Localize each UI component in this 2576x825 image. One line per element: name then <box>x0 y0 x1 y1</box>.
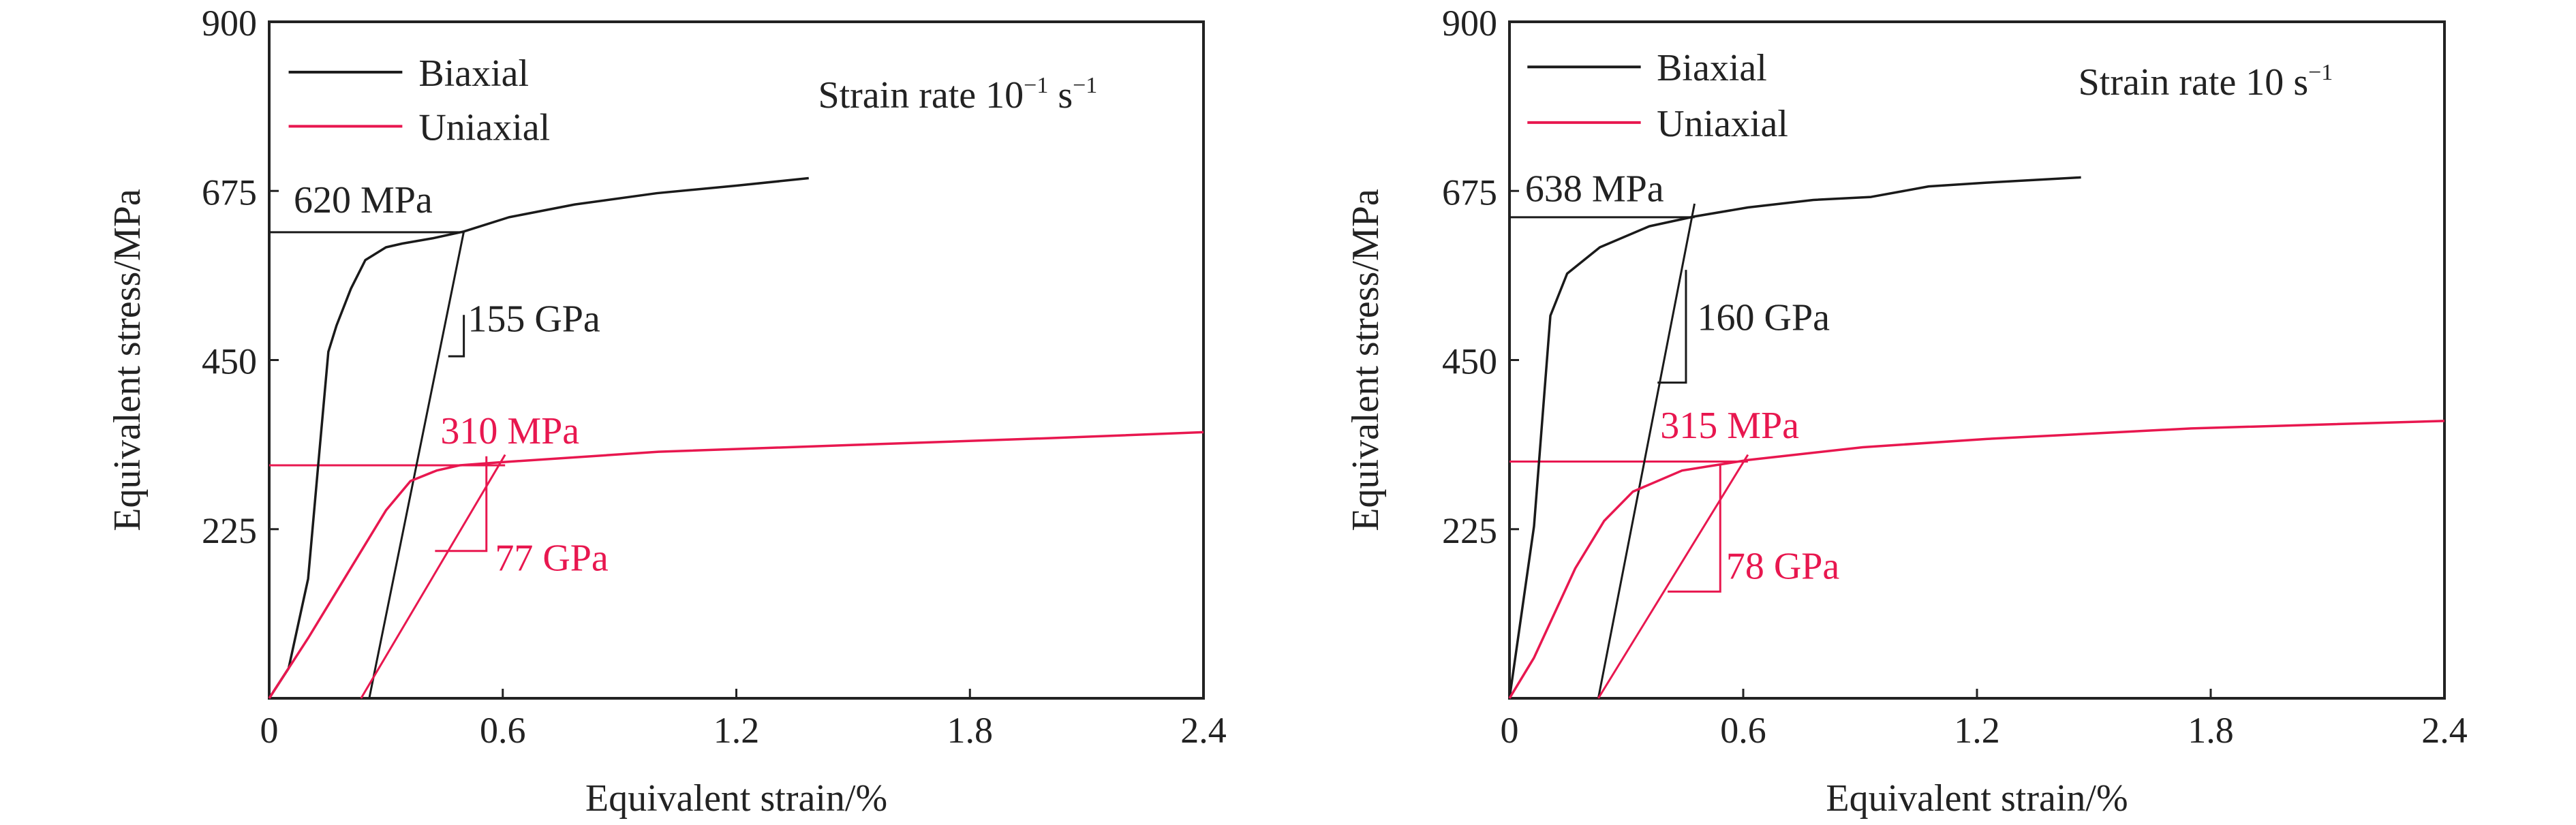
strain-rate-label: Strain rate 10 s−1 <box>2079 60 2333 104</box>
chart-2: 0 0.6 1.2 1.8 2.4 225 450 675 900 Equivalent stra… <box>1345 3 2468 820</box>
strain-rate-unit: s <box>1048 74 1073 116</box>
plot-frame <box>268 20 1205 700</box>
legend-label-uniaxial: Uniaxial <box>418 106 550 149</box>
y-axis-title: Equivalent stress/MPa <box>106 189 149 531</box>
y-tick-label: 450 <box>202 341 257 382</box>
x-axis-title: Equivalent strain/% <box>585 777 887 820</box>
uniaxial-yield-label: 310 MPa <box>440 410 579 452</box>
uniaxial-modulus-line <box>1597 454 1749 699</box>
x-tick-label: 0.6 <box>480 710 526 751</box>
biaxial-modulus-label: 160 GPa <box>1698 296 1830 339</box>
uniaxial-slope-marker <box>435 456 488 552</box>
y-tick-label: 450 <box>1442 341 1497 382</box>
uniaxial-modulus-line <box>360 454 506 699</box>
x-tick-label: 2.4 <box>1180 710 1227 751</box>
y-tick-label: 675 <box>1442 172 1497 213</box>
y-axis-title: Equivalent stress/MPa <box>1345 189 1387 531</box>
biaxial-modulus-line <box>1597 203 1696 699</box>
biaxial-modulus-label: 155 GPa <box>467 298 600 341</box>
legend: Biaxial Uniaxial <box>1527 47 1788 145</box>
strain-rate-label: Strain rate 10−1 s−1 <box>818 73 1097 116</box>
legend: Biaxial Uniaxial <box>288 52 550 149</box>
strain-rate-unit: s <box>2284 61 2308 104</box>
x-tick-label: 1.8 <box>947 710 994 751</box>
y-tick-label: 675 <box>202 172 257 213</box>
y-tick-label: 225 <box>1442 510 1497 551</box>
series-line-biaxial <box>1508 176 2081 699</box>
x-tick-label: 0.6 <box>1720 710 1766 751</box>
legend-label-biaxial: Biaxial <box>418 52 529 95</box>
x-tick-label: 1.8 <box>2188 710 2234 751</box>
uniaxial-slope-marker <box>1668 465 1721 593</box>
series-line-uniaxial <box>268 431 1204 699</box>
strain-rate-prefix: Strain rate 10 <box>818 74 1024 116</box>
plot-frame <box>1508 20 2446 700</box>
chart-1: 0 0.6 1.2 1.8 2.4 225 450 675 900 Equivalent stra… <box>106 3 1227 820</box>
series-line-biaxial <box>268 176 809 699</box>
x-tick-label: 1.2 <box>714 710 760 751</box>
x-tick-label: 1.2 <box>1954 710 2000 751</box>
x-axis-title: Equivalent strain/% <box>1826 777 2128 820</box>
x-tick-label: 0 <box>1501 710 1519 751</box>
strain-rate-unit-exponent: −1 <box>1073 73 1097 98</box>
legend-label-uniaxial: Uniaxial <box>1657 103 1788 145</box>
biaxial-yield-label: 638 MPa <box>1525 168 1664 211</box>
biaxial-yield-label: 620 MPa <box>294 179 433 221</box>
strain-rate-exponent: −1 <box>1024 73 1048 98</box>
legend-label-biaxial: Biaxial <box>1657 47 1767 89</box>
biaxial-slope-marker <box>1657 270 1687 384</box>
uniaxial-modulus-label: 78 GPa <box>1726 546 1840 588</box>
biaxial-slope-marker <box>448 315 465 358</box>
y-tick-label: 225 <box>202 510 257 551</box>
x-tick-label: 0 <box>260 710 279 751</box>
uniaxial-yield-label: 315 MPa <box>1660 405 1799 447</box>
strain-rate-unit-exponent: −1 <box>2308 60 2333 85</box>
series-line-uniaxial <box>1508 420 2445 699</box>
x-tick-label: 2.4 <box>2421 710 2468 751</box>
biaxial-modulus-line <box>368 231 465 699</box>
strain-rate-prefix: Strain rate 10 <box>2079 61 2284 104</box>
y-tick-label: 900 <box>202 3 257 44</box>
y-tick-label: 900 <box>1442 3 1497 44</box>
uniaxial-modulus-label: 77 GPa <box>495 537 609 579</box>
